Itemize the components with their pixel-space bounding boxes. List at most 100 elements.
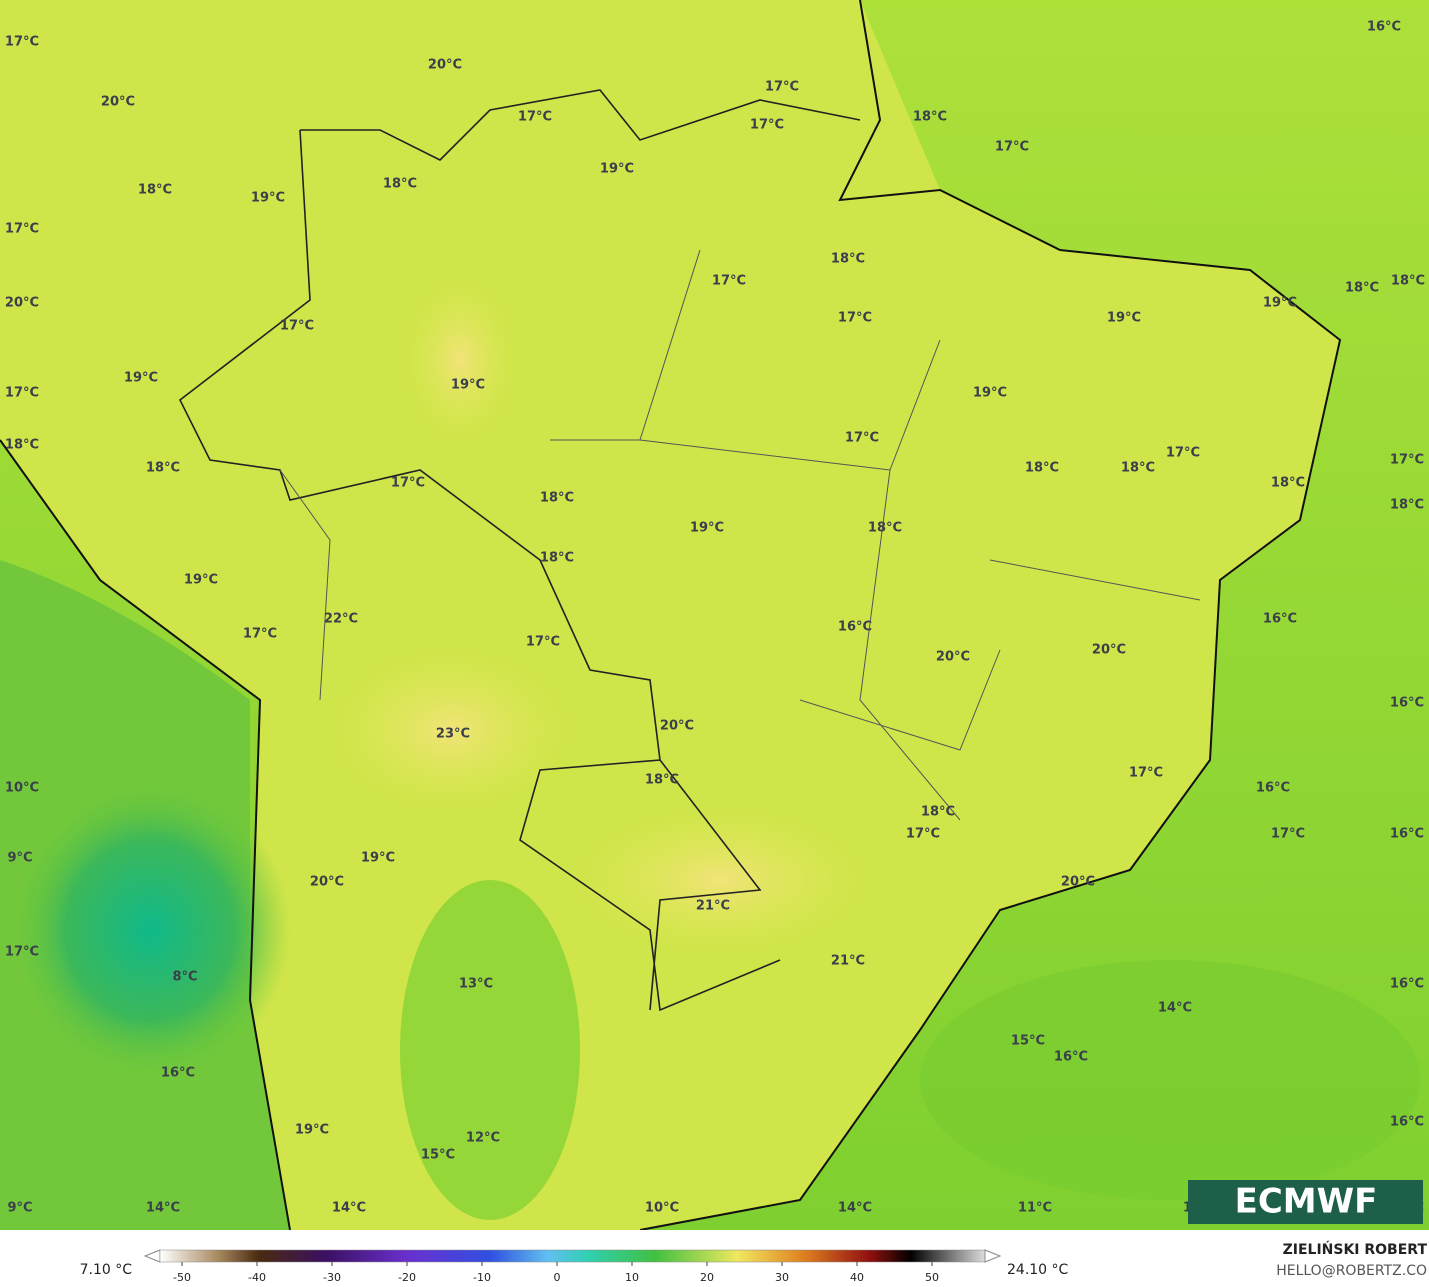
temp-label: 18°C: [645, 773, 679, 788]
temp-label: 15°C: [1011, 1034, 1045, 1049]
min-label: 7.10 °C: [80, 1262, 133, 1278]
temp-label: 18°C: [868, 521, 902, 536]
temp-label: 17°C: [391, 476, 425, 491]
temp-label: 19°C: [973, 386, 1007, 401]
border: [178, 89, 861, 1012]
temp-label: 17°C: [750, 118, 784, 133]
temp-label: 21°C: [696, 899, 730, 914]
max-label: 24.10 °C: [1007, 1262, 1069, 1278]
temp-label: 17°C: [1390, 453, 1424, 468]
cb-tick-label: 40: [850, 1271, 864, 1284]
temp-label: 18°C: [540, 551, 574, 566]
warm-area: [320, 640, 580, 820]
temp-label: 16°C: [838, 620, 872, 635]
cold-area: [10, 780, 290, 1080]
temp-label: 16°C: [1256, 781, 1290, 796]
temp-label: 18°C: [1391, 274, 1425, 289]
temp-label: 18°C: [138, 183, 172, 198]
temp-label: 17°C: [243, 627, 277, 642]
temp-label: 19°C: [295, 1123, 329, 1138]
coastline: [0, 439, 291, 1231]
cb-tick-label: 30: [775, 1271, 789, 1284]
temp-label: 11°C: [1018, 1201, 1052, 1216]
temp-label: 17°C: [838, 311, 872, 326]
temp-label: 18°C: [1271, 476, 1305, 491]
temp-label: 18°C: [383, 177, 417, 192]
temp-label: 14°C: [838, 1201, 872, 1216]
state-border: [279, 249, 1201, 821]
temp-label: 19°C: [1107, 311, 1141, 326]
cb-arrow-high: [984, 1249, 1002, 1263]
map: 17°C 20°C 20°C 17°C 17°C 17°C 18°C 17°C 16°C 18°C…: [0, 0, 1429, 1231]
temp-label: 8°C: [172, 970, 197, 985]
temp-label: 16°C: [1390, 696, 1424, 711]
cb-tick-label: -50: [173, 1271, 191, 1284]
temp-label: 20°C: [101, 95, 135, 110]
warm-area: [560, 800, 880, 960]
warm-area: [400, 270, 520, 450]
temp-label: 17°C: [906, 827, 940, 842]
temp-label: 18°C: [831, 252, 865, 267]
temp-label: 17°C: [280, 319, 314, 334]
temp-label: 10°C: [5, 781, 39, 796]
land: [0, 0, 1340, 1230]
temp-label: 19°C: [361, 851, 395, 866]
temp-label: 20°C: [428, 58, 462, 73]
temp-label: 22°C: [324, 612, 358, 627]
cb-tick-label: -40: [248, 1271, 266, 1284]
cool-area: [400, 880, 580, 1220]
cb-tick-label: 0: [554, 1271, 561, 1284]
temp-label: 20°C: [1092, 643, 1126, 658]
temp-label: 18°C: [1345, 281, 1379, 296]
temp-label: 17°C: [1166, 446, 1200, 461]
temp-label: 19°C: [1263, 296, 1297, 311]
temp-label: 9°C: [7, 1201, 32, 1216]
credit-email: HELLO@ROBERTZ.CO: [1276, 1263, 1427, 1279]
cb-tick-label: 10: [625, 1271, 639, 1284]
temp-label: 14°C: [1158, 1001, 1192, 1016]
temp-label: 19°C: [124, 371, 158, 386]
temp-label: 16°C: [1054, 1050, 1088, 1065]
temp-label: 16°C: [1390, 827, 1424, 842]
temp-label: 17°C: [712, 274, 746, 289]
temp-label: 17°C: [518, 110, 552, 125]
temp-label: 17°C: [5, 945, 39, 960]
logo-box: [1188, 1180, 1423, 1224]
temp-label: 14°C: [332, 1201, 366, 1216]
temp-label: 17°C: [526, 635, 560, 650]
temp-label: 18°C: [1025, 461, 1059, 476]
temp-label: 18°C: [540, 491, 574, 506]
temp-label: 17°C: [1271, 827, 1305, 842]
temp-label: 19°C: [690, 521, 724, 536]
temp-label: 20°C: [660, 719, 694, 734]
temp-label: 18°C: [921, 805, 955, 820]
temp-label: 10°C: [645, 1201, 679, 1216]
temp-label: 19°C: [184, 573, 218, 588]
coastline: [639, 0, 1342, 1231]
cb-tick-label: 20: [700, 1271, 714, 1284]
cb-tick-label: -20: [398, 1271, 416, 1284]
temp-label: 18°C: [1390, 498, 1424, 513]
temp-label: 21°C: [831, 954, 865, 969]
temp-label: 20°C: [5, 296, 39, 311]
temp-label: 13°C: [459, 977, 493, 992]
temp-label: 17°C: [5, 35, 39, 50]
cool-sea: [920, 960, 1420, 1200]
temp-label: 17°C: [5, 386, 39, 401]
temp-label: 16°C: [1390, 977, 1424, 992]
temp-label: 14°C: [146, 1201, 180, 1216]
colorbar: [159, 1249, 986, 1263]
temp-label: 17°C: [995, 140, 1029, 155]
cb-tick-label: 50: [925, 1271, 939, 1284]
logo: ECMWF: [1235, 1182, 1378, 1222]
cb-tick-label: -30: [323, 1271, 341, 1284]
temp-label: 16°C: [1367, 20, 1401, 35]
temp-label: 18°C: [1121, 461, 1155, 476]
temp-label: 17°C: [1129, 766, 1163, 781]
temp-label: 18°C: [146, 461, 180, 476]
temp-label: 19°C: [451, 378, 485, 393]
temp-label: 17°C: [845, 431, 879, 446]
temp-label: 12°C: [466, 1131, 500, 1146]
temp-label: 16°C: [1390, 1115, 1424, 1130]
